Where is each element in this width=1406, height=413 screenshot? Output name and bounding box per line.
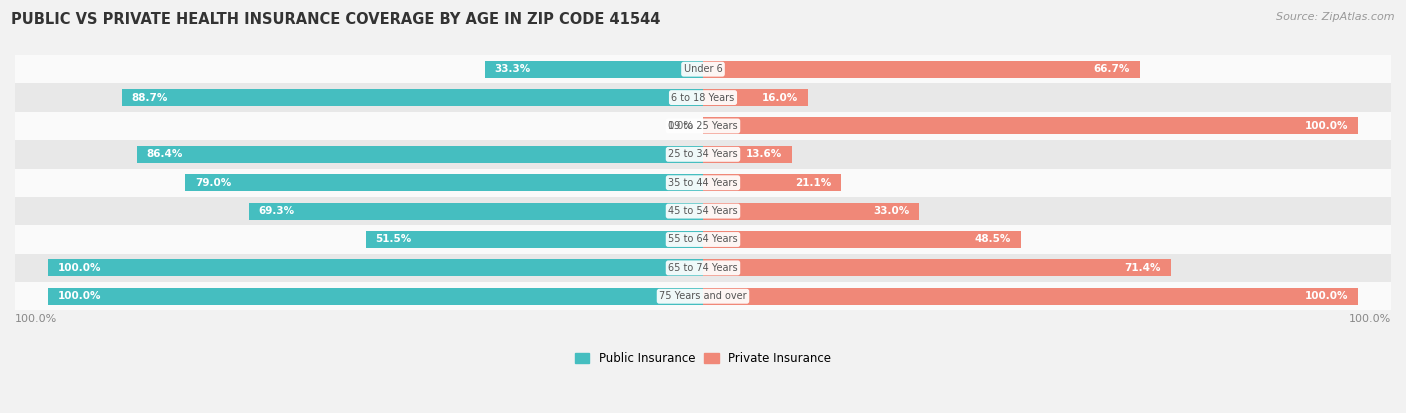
Bar bbox=[249, 203, 703, 220]
Bar bbox=[703, 61, 1140, 78]
Bar bbox=[485, 61, 703, 78]
Bar bbox=[703, 288, 1358, 305]
Text: 51.5%: 51.5% bbox=[375, 235, 412, 244]
Bar bbox=[122, 89, 703, 106]
Bar bbox=[15, 282, 1391, 311]
Text: 100.0%: 100.0% bbox=[1305, 291, 1348, 301]
Text: 16.0%: 16.0% bbox=[762, 93, 799, 102]
Text: 100.0%: 100.0% bbox=[15, 314, 58, 324]
Bar bbox=[703, 174, 841, 191]
Bar bbox=[15, 112, 1391, 140]
Bar bbox=[703, 231, 1021, 248]
Text: 19 to 25 Years: 19 to 25 Years bbox=[668, 121, 738, 131]
Text: 100.0%: 100.0% bbox=[1348, 314, 1391, 324]
Bar bbox=[15, 254, 1391, 282]
Bar bbox=[703, 259, 1171, 276]
Text: Under 6: Under 6 bbox=[683, 64, 723, 74]
Bar bbox=[15, 197, 1391, 225]
Text: 75 Years and over: 75 Years and over bbox=[659, 291, 747, 301]
Text: 88.7%: 88.7% bbox=[132, 93, 167, 102]
Text: 13.6%: 13.6% bbox=[747, 150, 782, 159]
Text: 6 to 18 Years: 6 to 18 Years bbox=[672, 93, 734, 102]
Bar bbox=[15, 169, 1391, 197]
Text: 21.1%: 21.1% bbox=[796, 178, 831, 188]
Text: 100.0%: 100.0% bbox=[1305, 121, 1348, 131]
Bar bbox=[703, 203, 920, 220]
Text: 69.3%: 69.3% bbox=[259, 206, 295, 216]
Text: 66.7%: 66.7% bbox=[1094, 64, 1130, 74]
Bar bbox=[136, 146, 703, 163]
Text: 0.0%: 0.0% bbox=[666, 121, 693, 131]
Text: 86.4%: 86.4% bbox=[146, 150, 183, 159]
Bar bbox=[15, 83, 1391, 112]
Bar bbox=[15, 225, 1391, 254]
Text: 33.3%: 33.3% bbox=[495, 64, 531, 74]
Text: 48.5%: 48.5% bbox=[974, 235, 1011, 244]
Text: PUBLIC VS PRIVATE HEALTH INSURANCE COVERAGE BY AGE IN ZIP CODE 41544: PUBLIC VS PRIVATE HEALTH INSURANCE COVER… bbox=[11, 12, 661, 27]
Text: 33.0%: 33.0% bbox=[873, 206, 910, 216]
Text: 35 to 44 Years: 35 to 44 Years bbox=[668, 178, 738, 188]
Bar bbox=[48, 288, 703, 305]
Bar bbox=[703, 89, 808, 106]
Text: 45 to 54 Years: 45 to 54 Years bbox=[668, 206, 738, 216]
Text: 71.4%: 71.4% bbox=[1125, 263, 1161, 273]
Bar bbox=[15, 140, 1391, 169]
Text: 79.0%: 79.0% bbox=[195, 178, 232, 188]
Text: 55 to 64 Years: 55 to 64 Years bbox=[668, 235, 738, 244]
Bar bbox=[48, 259, 703, 276]
Bar bbox=[366, 231, 703, 248]
Text: 100.0%: 100.0% bbox=[58, 263, 101, 273]
Text: 25 to 34 Years: 25 to 34 Years bbox=[668, 150, 738, 159]
Bar bbox=[703, 146, 792, 163]
Bar bbox=[186, 174, 703, 191]
Text: Source: ZipAtlas.com: Source: ZipAtlas.com bbox=[1277, 12, 1395, 22]
Bar bbox=[15, 55, 1391, 83]
Bar bbox=[703, 117, 1358, 135]
Legend: Public Insurance, Private Insurance: Public Insurance, Private Insurance bbox=[575, 352, 831, 365]
Text: 65 to 74 Years: 65 to 74 Years bbox=[668, 263, 738, 273]
Text: 100.0%: 100.0% bbox=[58, 291, 101, 301]
